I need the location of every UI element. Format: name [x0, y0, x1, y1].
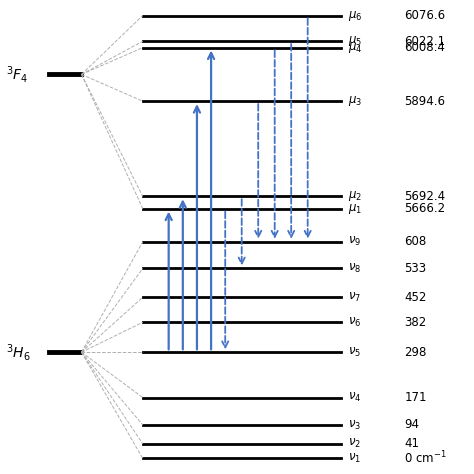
- Text: 171: 171: [404, 391, 427, 404]
- Text: $\mu_{6}$: $\mu_{6}$: [348, 9, 362, 23]
- Text: $\nu_{3}$: $\nu_{3}$: [348, 419, 361, 431]
- Text: 6022.1: 6022.1: [404, 35, 446, 48]
- Text: $\mu_{4}$: $\mu_{4}$: [348, 41, 362, 55]
- Text: 533: 533: [404, 262, 427, 275]
- Text: $\nu_{2}$: $\nu_{2}$: [348, 438, 361, 450]
- Text: 5894.6: 5894.6: [404, 95, 445, 108]
- Text: 6076.6: 6076.6: [404, 9, 446, 22]
- Text: 6008.4: 6008.4: [404, 41, 445, 54]
- Text: 94: 94: [404, 419, 419, 431]
- Text: $\mu_{1}$: $\mu_{1}$: [348, 202, 362, 216]
- Text: $\mu_{3}$: $\mu_{3}$: [348, 94, 362, 108]
- Text: $\nu_{4}$: $\nu_{4}$: [348, 391, 361, 404]
- Text: 0 cm$^{-1}$: 0 cm$^{-1}$: [404, 450, 447, 467]
- Text: 5666.2: 5666.2: [404, 202, 446, 215]
- Text: $\mu_{5}$: $\mu_{5}$: [348, 34, 362, 48]
- Text: 5692.4: 5692.4: [404, 190, 446, 203]
- Text: 608: 608: [404, 235, 427, 248]
- Text: 298: 298: [404, 346, 427, 359]
- Text: $\nu_{1}$: $\nu_{1}$: [348, 452, 361, 465]
- Text: 452: 452: [404, 291, 427, 304]
- Text: $\nu_{5}$: $\nu_{5}$: [348, 346, 361, 359]
- Text: $\mu_{2}$: $\mu_{2}$: [348, 190, 362, 203]
- Text: $^3H_6$: $^3H_6$: [6, 342, 31, 363]
- Text: $\nu_{7}$: $\nu_{7}$: [348, 291, 361, 304]
- Text: 41: 41: [404, 438, 419, 450]
- Text: $\nu_{8}$: $\nu_{8}$: [348, 262, 361, 275]
- Text: 382: 382: [404, 316, 427, 329]
- Text: $\nu_{6}$: $\nu_{6}$: [348, 316, 361, 329]
- Text: $\nu_{9}$: $\nu_{9}$: [348, 235, 361, 248]
- Text: $^3F_4$: $^3F_4$: [6, 64, 28, 85]
